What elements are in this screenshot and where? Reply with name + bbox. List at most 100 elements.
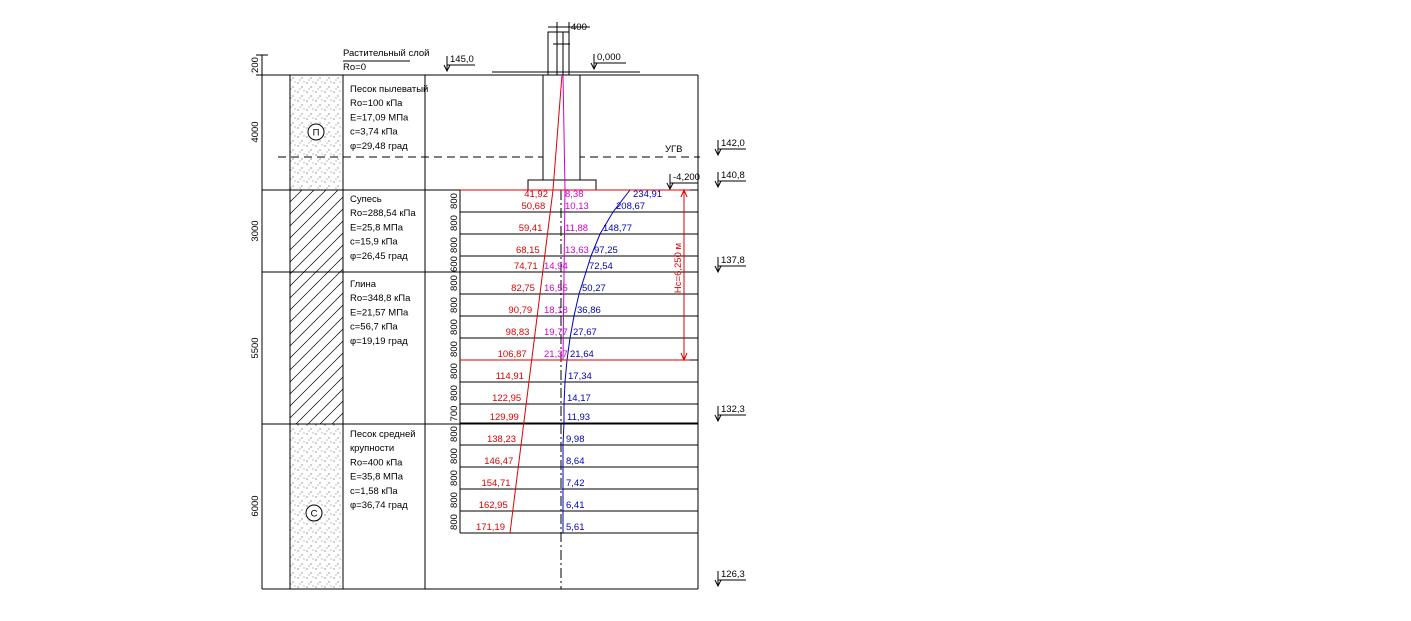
- sigma-zg-label: 129,99: [490, 412, 519, 423]
- thickness-label: 800: [449, 193, 460, 209]
- layer-text: c=56,7 кПа: [350, 322, 398, 333]
- layer-text: крупности: [350, 443, 394, 454]
- dimension-label: 5500: [250, 337, 261, 358]
- layer-text: E=17,09 МПа: [350, 112, 409, 123]
- elevation-arrow: [591, 63, 597, 69]
- hc-label: Hc=6,250 м: [673, 243, 684, 293]
- sigma-zp-label: 72,54: [589, 261, 613, 272]
- column: [548, 32, 569, 75]
- dimension-label: 400: [571, 22, 587, 33]
- layer-text: Песок пылеватый: [350, 84, 428, 95]
- elevation-arrow: [715, 181, 721, 187]
- sigma-zg-label: 74,71: [514, 261, 538, 272]
- elevation-arrow: [715, 149, 721, 155]
- thickness-label: 800: [449, 470, 460, 486]
- layer-text: Песок средней: [350, 429, 416, 440]
- elevation-arrow: [667, 183, 673, 189]
- sigma-zg-label: 90,79: [508, 305, 532, 316]
- marker-label: С: [311, 509, 318, 520]
- sigma-zgw-label: 10,13: [565, 201, 589, 212]
- sigma-zgw-label: 16,55: [544, 283, 568, 294]
- layer-text: E=25,8 МПа: [350, 222, 404, 233]
- marker-label: П: [313, 128, 320, 139]
- layer-text: Ro=0: [343, 62, 366, 73]
- elevation-label: 0,000: [597, 52, 621, 63]
- thickness-label: 800: [449, 426, 460, 442]
- thickness-label: 800: [449, 341, 460, 357]
- sigma-zgw-label: 19,77: [544, 327, 568, 338]
- layer-marker: [306, 505, 322, 521]
- elevation-arrow: [444, 65, 450, 71]
- thickness-label: 800: [449, 514, 460, 530]
- sigma-zp-label: 17,34: [568, 371, 592, 382]
- sigma-zp-label: 9,98: [566, 434, 585, 445]
- layer-text: Ro=100 кПа: [350, 98, 403, 109]
- thickness-label: 800: [449, 275, 460, 291]
- sigma-zg-label: 68,15: [516, 245, 540, 256]
- elevation-label: 137,8: [721, 255, 745, 266]
- sigma-zp-label: 11,93: [567, 412, 590, 423]
- sigma-zp-label: 148,77: [603, 223, 632, 234]
- sigma-zp-label: 7,42: [566, 478, 585, 489]
- sigma-zg-label: 82,75: [511, 283, 535, 294]
- layer-text: Ro=400 кПа: [350, 457, 403, 468]
- sigma-zg-label: 41,92: [524, 189, 548, 200]
- dimension-label: 6000: [250, 495, 261, 516]
- clay-fill: [290, 190, 343, 424]
- elevation-label: 145,0: [450, 54, 474, 65]
- layer-text: E=35,8 МПа: [350, 472, 404, 483]
- sigma-zg-label: 146,47: [484, 456, 513, 467]
- layer-text: φ=36,74 град: [350, 500, 408, 511]
- elevation-label: -4,200: [673, 172, 700, 183]
- layer-text: c=3,74 кПа: [350, 127, 398, 138]
- sigma-zgw-label: 11,88: [565, 223, 588, 234]
- layer-text: Ro=288,54 кПа: [350, 208, 416, 219]
- layer-text: c=1,58 кПа: [350, 486, 398, 497]
- sigma-zg-label: 162,95: [479, 500, 508, 511]
- sigma-zg-label: 154,71: [481, 478, 510, 489]
- sigma-zp-label: 234,91: [633, 189, 662, 200]
- sigma-zp-label: 97,25: [594, 245, 618, 256]
- thickness-label: 700: [449, 406, 460, 422]
- column: [543, 75, 580, 180]
- sigma-zg-label: 138,23: [487, 434, 516, 445]
- elevation-label: 142,0: [721, 138, 745, 149]
- thickness-label: 800: [449, 215, 460, 231]
- elevation-arrow: [715, 266, 721, 272]
- sigma-zp-label: 14,17: [567, 393, 591, 404]
- elevation-label: 132,3: [721, 404, 745, 415]
- sigma-zp-label: 5,61: [566, 522, 585, 533]
- layer-text: φ=19,19 град: [350, 336, 408, 347]
- sigma-zgw-label: 14,94: [544, 261, 568, 272]
- elevation-label: 126,3: [721, 569, 745, 580]
- dimension-label: 200: [250, 57, 261, 73]
- sigma-zp-label: 8,64: [566, 456, 585, 467]
- sigma-zg-label: 59,41: [519, 223, 543, 234]
- sigma-zgw-label: 21,37: [544, 349, 568, 360]
- layer-text: φ=29,48 град: [350, 141, 408, 152]
- thickness-label: 800: [449, 237, 460, 253]
- sigma-zp-label: 6,41: [566, 500, 585, 511]
- thickness-label: 800: [449, 448, 460, 464]
- sigma-zgw-label: 13,63: [565, 245, 589, 256]
- layer-text: E=21,57 МПа: [350, 307, 409, 318]
- sigma-zg-label: 106,87: [498, 349, 527, 360]
- layer-marker: [308, 124, 324, 140]
- layer-text: Глина: [350, 279, 377, 290]
- dimension-label: 4000: [250, 121, 261, 142]
- sigma-zg-label: 50,68: [521, 201, 545, 212]
- sigma-zgw-label: 18,18: [544, 305, 568, 316]
- layer-text: c=15,9 кПа: [350, 237, 398, 248]
- thickness-label: 800: [449, 319, 460, 335]
- thickness-label: 800: [449, 297, 460, 313]
- thickness-label: 800: [449, 492, 460, 508]
- sigma-zgw-label: 8,38: [565, 189, 584, 200]
- thickness-label: 600: [449, 256, 460, 272]
- dimension-label: 3000: [250, 220, 261, 241]
- thickness-label: 800: [449, 363, 460, 379]
- elevation-arrow: [715, 580, 721, 586]
- layer-text: Ro=348,8 кПа: [350, 293, 411, 304]
- sigma-zp-label: 36,86: [577, 305, 601, 316]
- sigma-zg-label: 122,95: [492, 393, 521, 404]
